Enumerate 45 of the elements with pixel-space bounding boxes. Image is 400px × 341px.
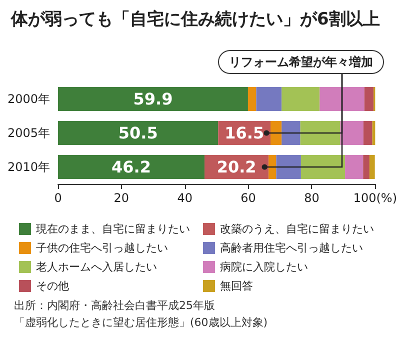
bar	[58, 121, 218, 145]
bar	[300, 121, 340, 145]
data-label: 16.5	[224, 124, 264, 142]
y-tick-label: 2000年	[7, 92, 50, 106]
annotation: リフォーム希望が年々増加	[229, 55, 373, 69]
bar	[58, 87, 248, 111]
x-tick-label: 80	[304, 191, 320, 205]
legend-label: その他	[36, 280, 69, 292]
bar	[282, 87, 320, 111]
bar	[363, 155, 370, 179]
bar	[282, 121, 300, 145]
x-tick-label: 40	[177, 191, 193, 205]
bar	[345, 155, 364, 179]
x-tick-label: 100(%)	[353, 191, 397, 205]
legend-label: 子供の住宅へ引っ越したい	[36, 242, 168, 254]
bar	[248, 87, 256, 111]
bar	[300, 155, 346, 179]
data-label: 20.2	[216, 158, 256, 176]
bar	[270, 121, 282, 145]
bar	[58, 155, 205, 179]
bar	[363, 121, 372, 145]
bar	[320, 87, 364, 111]
data-label: 59.9	[133, 90, 173, 108]
data-label: 46.2	[112, 158, 152, 176]
x-tick-label: 60	[240, 191, 256, 205]
bar	[256, 87, 282, 111]
legend-label: 病院に入院したい	[220, 260, 308, 274]
legend-label: 老人ホームへ入居したい	[36, 260, 157, 274]
bar	[369, 155, 375, 179]
text: 「虚弱化したときに望む居住形態」(60歳以上対象)	[14, 316, 268, 329]
data-label: 50.5	[118, 124, 158, 142]
legend-label: 改築のうえ、自宅に留まりたい	[220, 222, 374, 236]
x-tick-label: 20	[114, 191, 130, 205]
y-tick-label: 2010年	[7, 160, 50, 174]
bar	[268, 155, 276, 179]
text: 出所：内閣府・高齢社会白書平成25年版	[14, 299, 215, 312]
bar	[364, 87, 374, 111]
bar	[276, 155, 301, 179]
y-tick-label: 2005年	[7, 126, 50, 140]
chart-title: 体が弱っても「自宅に住み続けたい」が6割以上	[10, 10, 380, 30]
legend-label: 現在のまま、自宅に留まりたい	[36, 222, 190, 236]
bar	[340, 121, 364, 145]
x-tick-label: 0	[54, 191, 62, 205]
legend-label: 高齢者用住宅へ引っ越したい	[220, 242, 363, 254]
legend-label: 無回答	[220, 280, 253, 292]
